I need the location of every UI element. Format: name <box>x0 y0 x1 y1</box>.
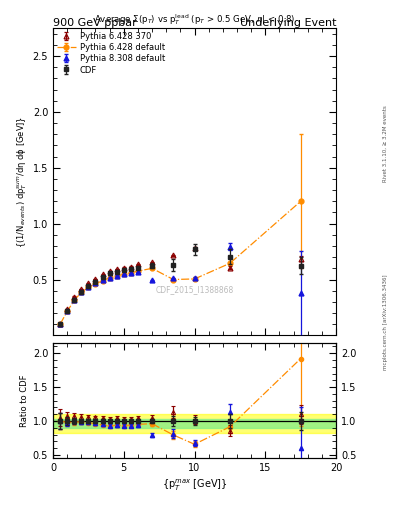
Text: mcplots.cern.ch [arXiv:1306.3436]: mcplots.cern.ch [arXiv:1306.3436] <box>383 275 387 370</box>
Bar <box>53 419 336 428</box>
X-axis label: {p$_T^{max}$ [GeV]}: {p$_T^{max}$ [GeV]} <box>162 477 227 493</box>
Text: 900 GeV ppbar: 900 GeV ppbar <box>53 18 137 28</box>
Y-axis label: {(1/N$_{events}$) dp$_T^{sum}$/dη dϕ [GeV]}: {(1/N$_{events}$) dp$_T^{sum}$/dη dϕ [Ge… <box>15 116 29 248</box>
Legend: Pythia 6.428 370, Pythia 6.428 default, Pythia 8.308 default, CDF: Pythia 6.428 370, Pythia 6.428 default, … <box>55 31 167 76</box>
Bar <box>53 414 336 433</box>
Text: Rivet 3.1.10, ≥ 3.2M events: Rivet 3.1.10, ≥ 3.2M events <box>383 105 387 182</box>
Title: Average $\Sigma$(p$_T$) vs p$_T^\mathrm{lead}$ (p$_T$ > 0.5 GeV, $\eta$| < 0.8): Average $\Sigma$(p$_T$) vs p$_T^\mathrm{… <box>94 12 295 27</box>
Text: CDF_2015_I1388868: CDF_2015_I1388868 <box>155 285 234 294</box>
Y-axis label: Ratio to CDF: Ratio to CDF <box>20 374 29 427</box>
Text: Underlying Event: Underlying Event <box>239 18 336 28</box>
